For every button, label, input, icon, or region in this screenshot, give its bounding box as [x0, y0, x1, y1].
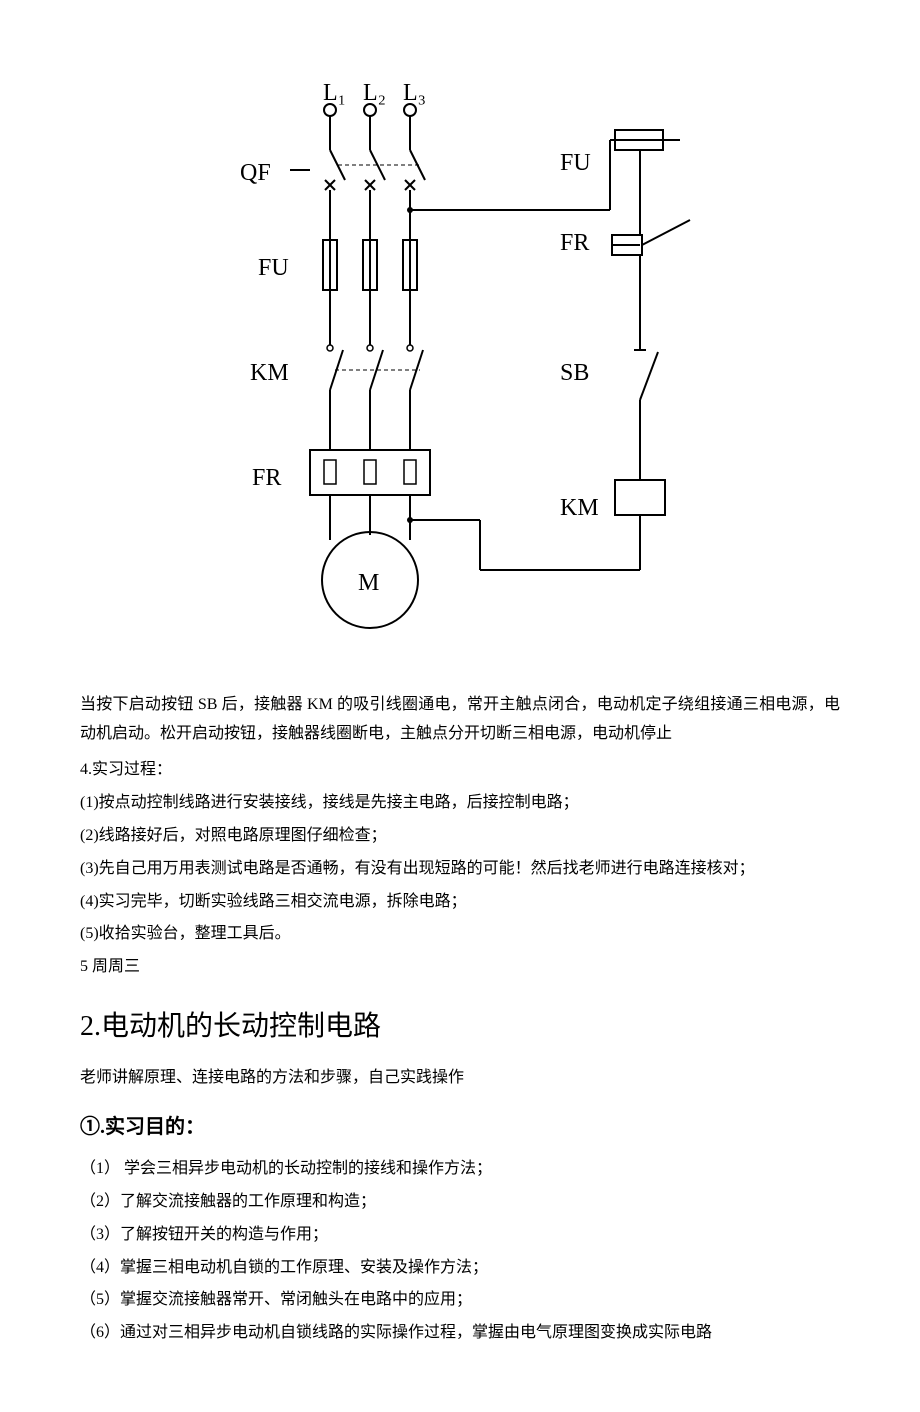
label-FR-left: FR [252, 465, 281, 491]
circuit-diagram: L₁ L₂ L₃ QF FU [80, 80, 840, 661]
label-L2: L₂ [363, 80, 386, 106]
goal-6: （6）通过对三相异步电动机自锁线路的实际操作过程，掌握由电气原理图变换成实际电路 [80, 1319, 840, 1348]
label-M: M [358, 570, 379, 596]
label-KM-right: KM [560, 495, 599, 521]
label-SB: SB [560, 360, 589, 386]
heading-purpose: ①.实习目的： [80, 1109, 840, 1145]
goal-5: （5）掌握交流接触器常开、常闭触头在电路中的应用； [80, 1286, 840, 1315]
step-5: (5)收拾实验台，整理工具后。 [80, 920, 840, 949]
heading-section2: 2.电动机的长动控制电路 [80, 1002, 840, 1052]
goal-4: （4）掌握三相电动机自锁的工作原理、安装及操作方法； [80, 1254, 840, 1283]
label-FU-right: FU [560, 150, 591, 176]
label-FR-right: FR [560, 230, 589, 256]
goal-3: （3）了解按钮开关的构造与作用； [80, 1221, 840, 1250]
label-FU-left: FU [258, 255, 289, 281]
label-L3: L₃ [403, 80, 426, 106]
goal-1: （1） 学会三相异步电动机的长动控制的接线和操作方法； [80, 1155, 840, 1184]
goal-2: （2）了解交流接触器的工作原理和构造； [80, 1188, 840, 1217]
step-4: (4)实习完毕，切断实验线路三相交流电源，拆除电路； [80, 888, 840, 917]
label-QF: QF [240, 160, 271, 186]
paragraph-description: 当按下启动按钮 SB 后，接触器 KM 的吸引线圈通电，常开主触点闭合，电动机定… [80, 691, 840, 749]
step-3: (3)先自己用万用表测试电路是否通畅，有没有出现短路的可能！然后找老师进行电路连… [80, 855, 840, 884]
teacher-note: 老师讲解原理、连接电路的方法和步骤，自己实践操作 [80, 1064, 840, 1093]
label-L1: L₁ [323, 80, 346, 106]
circuit-svg: L₁ L₂ L₃ QF FU [180, 80, 740, 650]
step-2: (2)线路接好后，对照电路原理图仔细检查； [80, 822, 840, 851]
day-marker: 5 周周三 [80, 953, 840, 982]
step-1: (1)按点动控制线路进行安装接线，接线是先接主电路，后接控制电路； [80, 789, 840, 818]
label-KM-left: KM [250, 360, 289, 386]
section4-title: 4.实习过程： [80, 756, 840, 785]
